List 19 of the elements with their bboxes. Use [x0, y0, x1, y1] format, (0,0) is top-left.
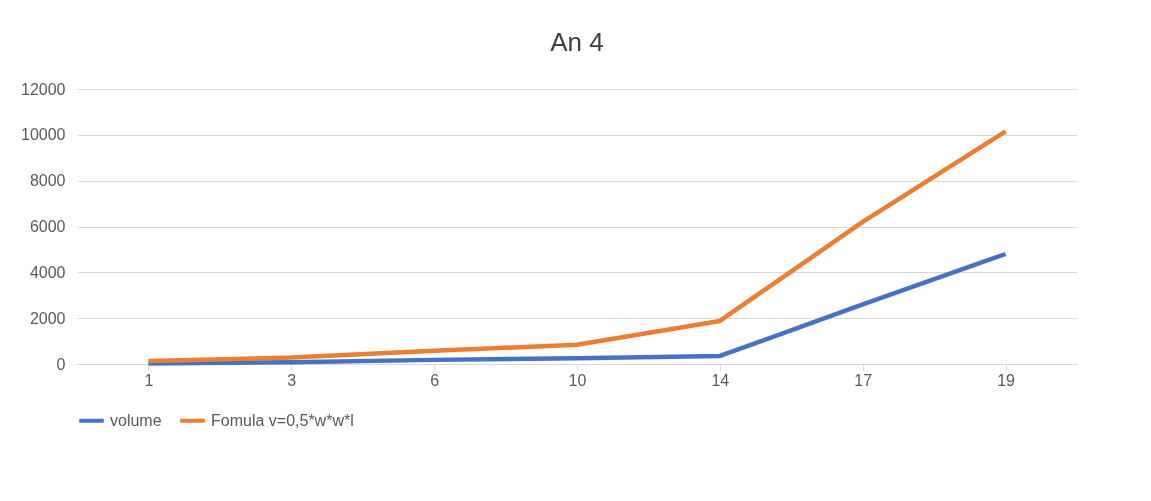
legend-label: Fomula v=0,5*w*w*l: [211, 411, 354, 429]
y-tick-label: 2000: [29, 309, 66, 327]
x-tick-label: 1: [144, 371, 154, 389]
x-tick-label: 6: [430, 371, 440, 389]
y-tick-label: 8000: [29, 172, 66, 190]
y-tick-label: 4000: [29, 263, 66, 281]
x-tick-label: 10: [568, 371, 587, 389]
x-tick-label: 19: [997, 371, 1016, 389]
y-tick-label: 0: [56, 355, 66, 373]
y-tick-label: 12000: [21, 80, 66, 98]
x-tick-label: 3: [287, 371, 297, 389]
y-tick-label: 6000: [29, 218, 66, 235]
legend-label: volume: [110, 411, 162, 429]
chart-title: An 4: [550, 27, 604, 57]
line-series: [146, 129, 1008, 364]
x-tick-label: 14: [711, 371, 730, 389]
line-series: [146, 251, 1008, 366]
y-tick-label: 10000: [21, 126, 66, 144]
x-tick-label: 17: [854, 371, 873, 389]
